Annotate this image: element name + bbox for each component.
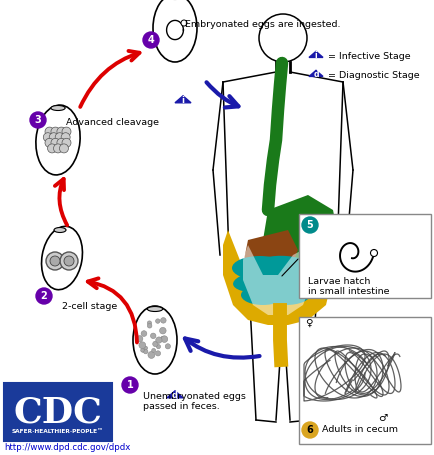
Circle shape [136,336,142,342]
Circle shape [155,351,160,356]
Circle shape [36,288,52,304]
FancyBboxPatch shape [4,383,112,441]
Circle shape [45,127,54,136]
Circle shape [62,127,71,136]
Text: Adults in cecum: Adults in cecum [321,425,397,435]
Circle shape [156,344,160,349]
Text: Advanced cleavage: Advanced cleavage [66,118,159,127]
FancyBboxPatch shape [298,214,430,298]
Polygon shape [167,391,183,398]
Text: = Infective Stage: = Infective Stage [327,51,410,61]
Text: Embryonated eggs are ingested.: Embryonated eggs are ingested. [184,20,340,29]
Ellipse shape [261,285,309,305]
Circle shape [148,351,155,359]
Circle shape [30,112,46,128]
Ellipse shape [51,106,65,111]
Text: 2: 2 [40,291,47,301]
Circle shape [161,336,168,343]
Circle shape [60,252,78,270]
Circle shape [301,217,317,233]
Ellipse shape [256,256,315,280]
FancyBboxPatch shape [298,317,430,444]
Circle shape [50,256,60,266]
Circle shape [258,14,306,62]
Text: Larvae hatch
in small intestine: Larvae hatch in small intestine [307,277,388,296]
Circle shape [144,346,147,350]
Text: Unembryonated eggs
passed in feces.: Unembryonated eggs passed in feces. [143,392,245,411]
Circle shape [155,319,160,324]
Circle shape [159,328,166,334]
Circle shape [49,133,58,142]
Text: 5: 5 [306,220,312,230]
Circle shape [55,133,64,142]
Text: d: d [171,391,178,400]
Text: i: i [314,51,316,60]
Circle shape [62,138,71,147]
Circle shape [138,342,145,349]
Circle shape [45,138,54,147]
Circle shape [46,252,64,270]
Circle shape [160,336,164,340]
Circle shape [143,349,148,354]
Polygon shape [243,230,297,280]
Ellipse shape [231,256,287,280]
Text: = Diagnostic Stage: = Diagnostic Stage [327,71,419,80]
Circle shape [150,333,155,339]
Circle shape [147,321,151,325]
Ellipse shape [233,272,282,292]
Circle shape [152,341,158,347]
Polygon shape [174,96,191,103]
Circle shape [141,331,147,336]
Circle shape [141,349,145,352]
Polygon shape [223,230,332,325]
Text: ♂: ♂ [377,413,386,423]
Text: 4: 4 [147,35,154,45]
Circle shape [51,127,60,136]
Circle shape [155,337,161,343]
Circle shape [47,144,56,153]
Text: ♀: ♀ [304,318,312,328]
Circle shape [165,344,170,349]
Ellipse shape [240,285,284,305]
Circle shape [51,138,60,147]
Circle shape [57,127,66,136]
Polygon shape [243,245,312,315]
Circle shape [53,144,62,153]
Text: 3: 3 [35,115,41,125]
Circle shape [301,422,317,438]
Polygon shape [263,195,337,270]
Ellipse shape [41,226,82,290]
Ellipse shape [254,272,310,292]
Circle shape [143,32,159,48]
Text: http://www.dpd.cdc.gov/dpdx: http://www.dpd.cdc.gov/dpdx [4,444,130,453]
Polygon shape [308,71,322,76]
Circle shape [160,318,166,323]
Ellipse shape [153,0,197,62]
Circle shape [181,20,187,26]
Circle shape [147,324,151,328]
Circle shape [370,249,377,257]
Polygon shape [308,51,322,57]
Ellipse shape [54,228,66,233]
Ellipse shape [36,105,80,175]
Circle shape [61,133,70,142]
Circle shape [59,144,68,153]
Text: i: i [181,96,184,105]
Text: 2-cell stage: 2-cell stage [62,302,117,311]
Text: d: d [312,70,318,79]
Ellipse shape [147,307,162,312]
Circle shape [43,133,52,142]
Circle shape [64,256,74,266]
Text: 6: 6 [306,425,312,435]
Text: 1: 1 [126,380,133,390]
Text: SAFER·HEALTHIER·PEOPLE™: SAFER·HEALTHIER·PEOPLE™ [12,430,104,435]
Text: CDC: CDC [13,396,102,430]
Circle shape [57,138,66,147]
Ellipse shape [133,306,177,374]
Circle shape [122,377,138,393]
Circle shape [140,349,144,352]
Circle shape [151,349,155,353]
